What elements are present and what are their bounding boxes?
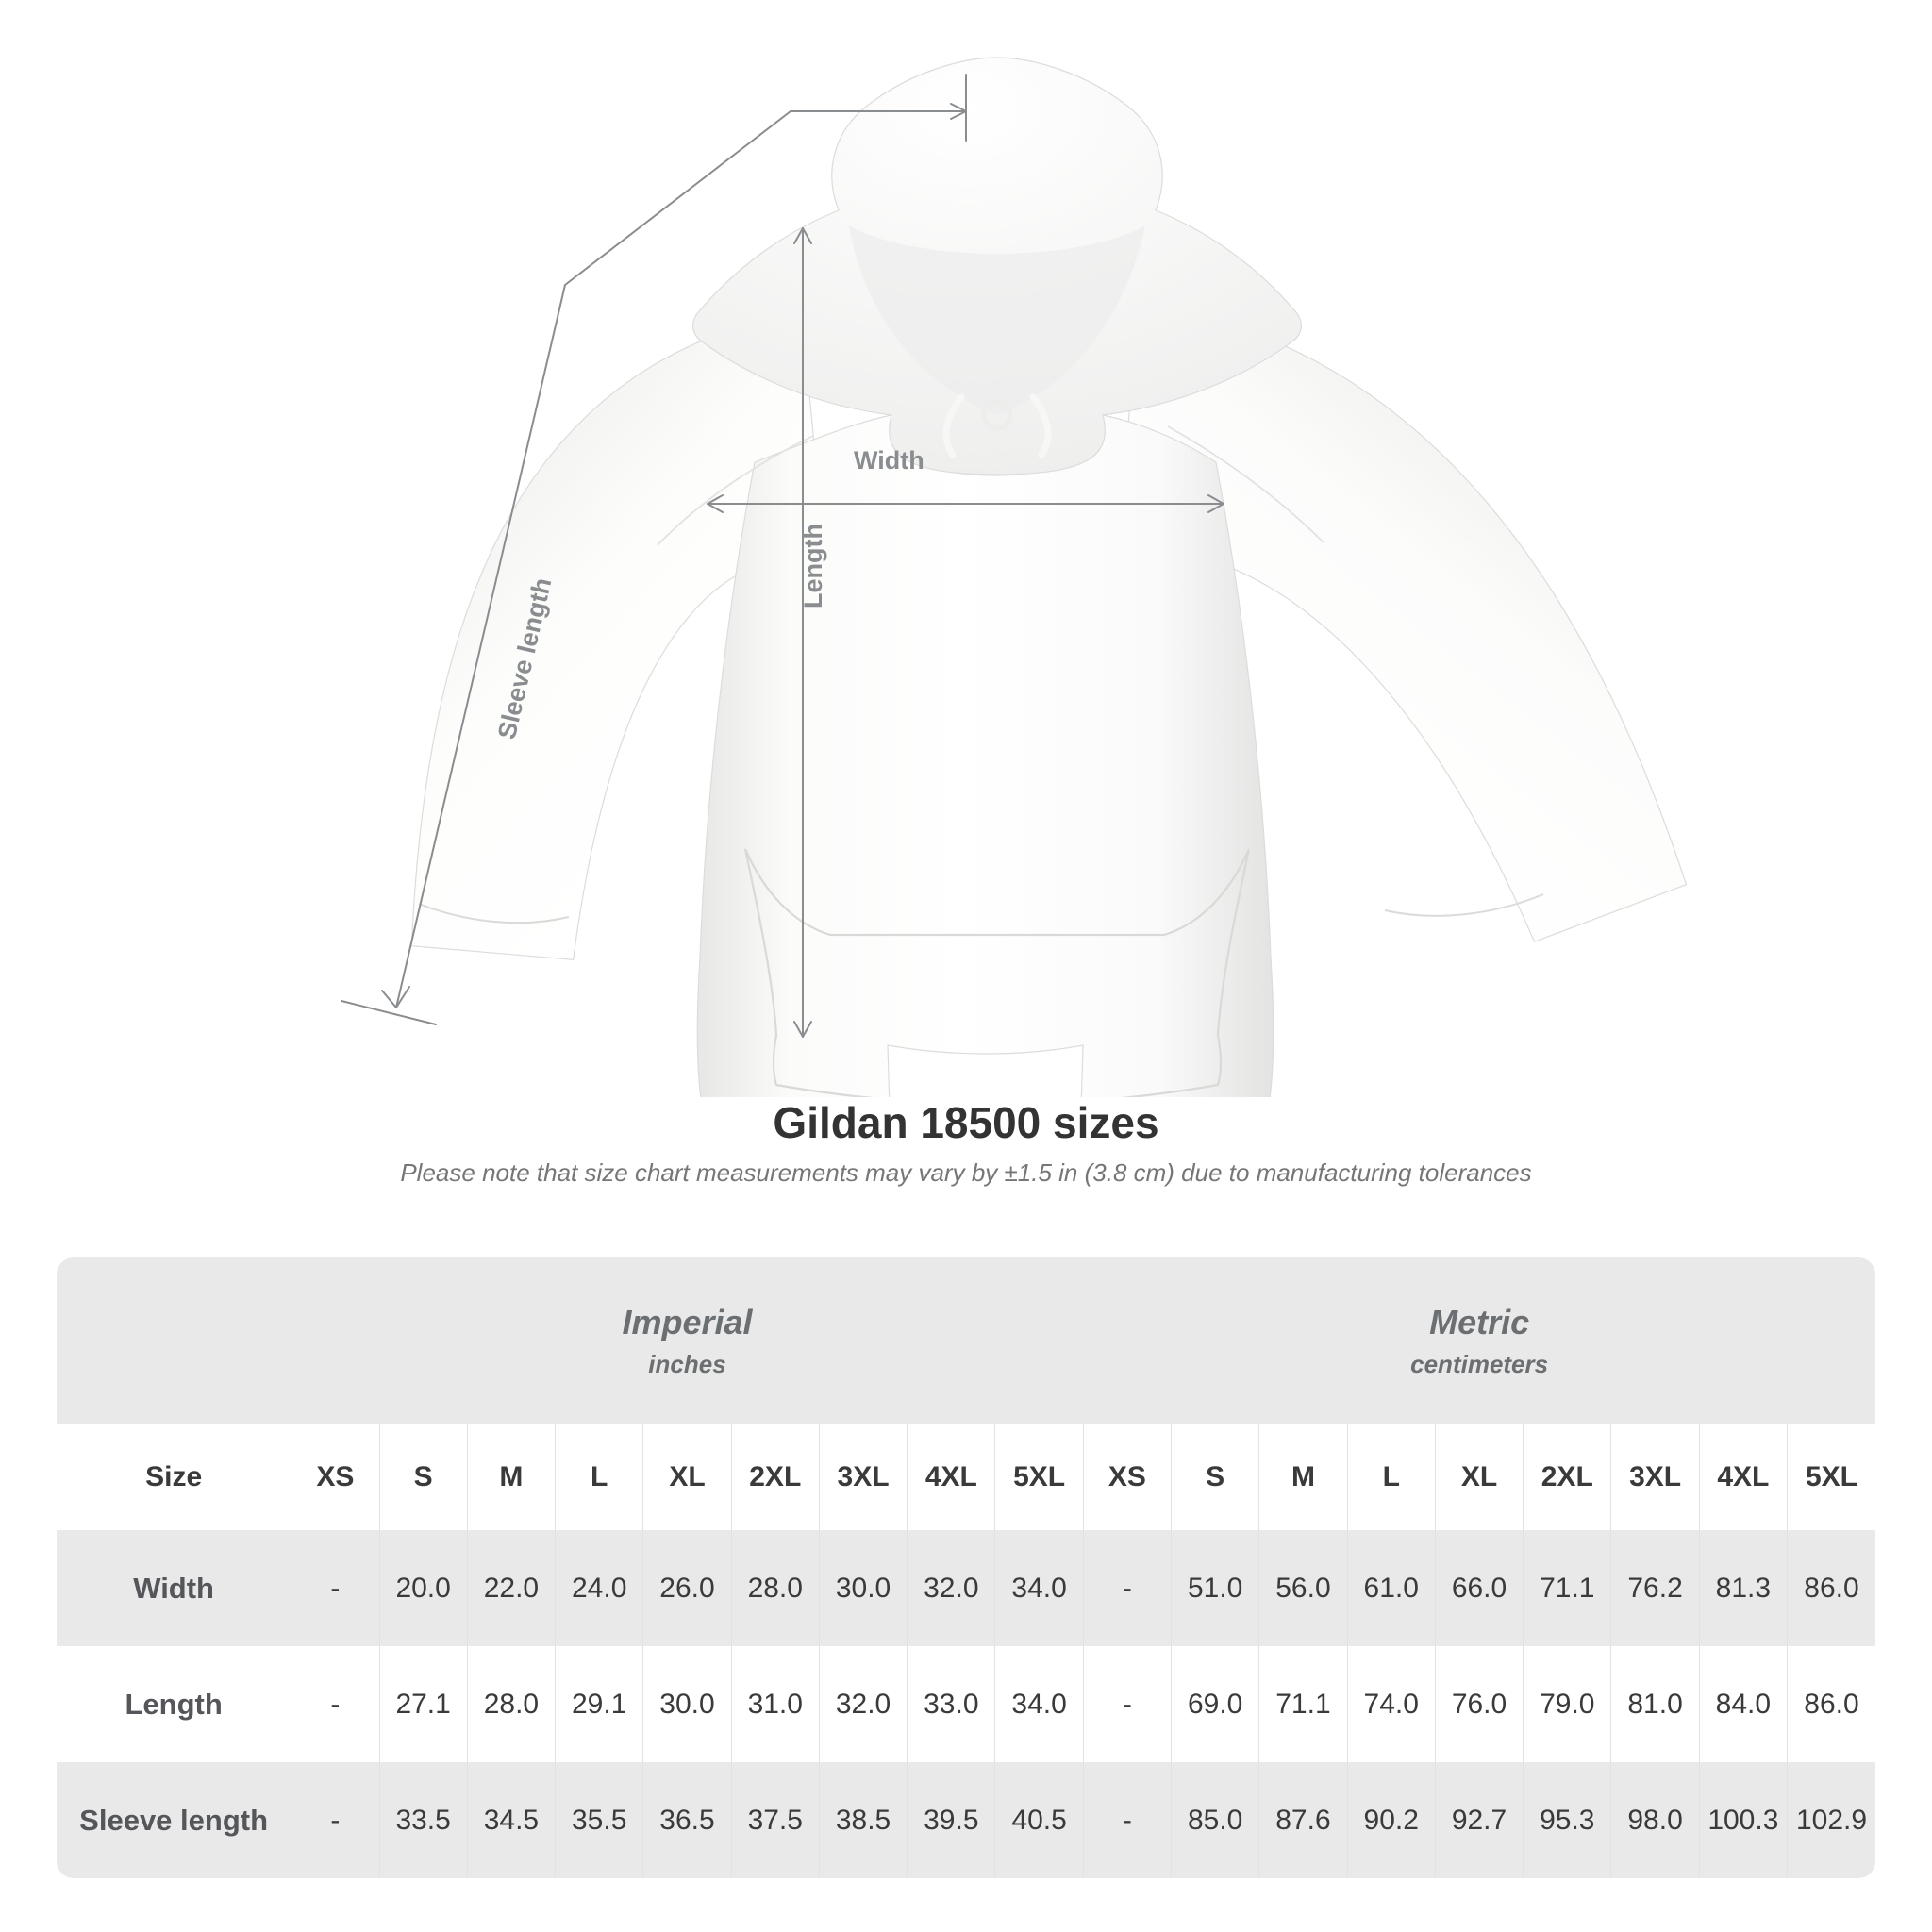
svg-text:Length: Length	[799, 524, 827, 608]
svg-text:Width: Width	[854, 446, 924, 475]
